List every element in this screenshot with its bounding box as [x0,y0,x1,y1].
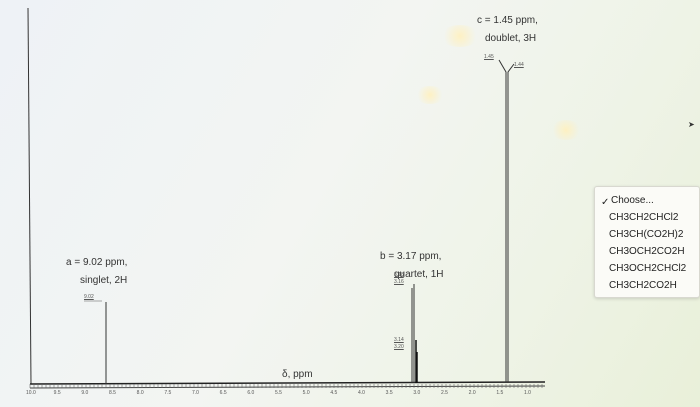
dropdown-option[interactable]: CH3OCH2CO2H [609,246,685,257]
x-axis-tick-label: 4.0 [358,390,365,396]
x-axis-tick-label: 2.0 [468,390,476,396]
x-axis-minor-ticks [29,384,543,388]
x-axis-tick-label: 6.5 [219,390,227,396]
x-axis-tick-label: 1.5 [496,390,504,396]
dropdown-option[interactable]: CH3CH(CO2H)2 [609,229,684,240]
x-axis-tick-label: 6.0 [247,390,255,396]
peak-a-value-label: 9.02 [84,294,94,300]
y-axis-line [27,7,32,385]
x-axis-tick-label: 1.0 [524,390,531,396]
answer-dropdown-menu[interactable]: ✓ Choose... CH3CH2CHCl2 CH3CH(CO2H)2 CH3… [594,186,700,298]
glare-spot [550,120,582,140]
peak-a-annotation: a = 9.02 ppm, singlet, 2H [66,254,127,290]
peak-c-value-label: 1.45 [484,54,494,60]
x-axis-label: δ, ppm [282,369,313,380]
peak-c-value-label: 1.44 [514,62,524,68]
x-axis-tick-label: 9.0 [81,390,89,396]
glare-spot [440,25,480,47]
x-axis-tick-label: 4.5 [330,390,338,396]
x-axis-tick-label: 7.5 [164,390,172,396]
x-axis-line [29,385,546,389]
x-axis-tick-label: 10.0 [26,390,36,396]
peak-c-multiplicity: doublet, 3H [485,33,537,44]
peak-c-annotation: c = 1.45 ppm, doublet, 3H [477,12,538,48]
peak-c-line [507,63,515,382]
x-axis-tick-label: 9.5 [53,390,61,396]
peak-c-shift: c = 1.45 ppm, [477,15,538,26]
peak-b-value-label: 3.16 [394,279,404,285]
x-axis-tick-label: 5.5 [275,390,282,396]
peak-a-shift: a = 9.02 ppm, [66,257,128,268]
dropdown-option-choose[interactable]: Choose... [611,195,654,206]
dropdown-option[interactable]: CH3CH2CHCl2 [609,212,679,223]
peak-b-annotation: b = 3.17 ppm, quartet, 1H [380,248,443,284]
baseline [29,381,546,385]
peak-b-value-label: 3.14 [394,337,404,343]
glare-spot [415,86,445,104]
peak-b-shift: b = 3.17 ppm, [380,251,442,262]
mouse-cursor-icon: ➤ [688,120,695,129]
checkmark-icon: ✓ [601,197,610,208]
x-axis-tick-label: 3.0 [413,390,421,396]
x-axis-tick-label: 3.5 [385,390,393,396]
x-axis-tick-label: 7.0 [192,390,199,396]
peak-a-multiplicity: singlet, 2H [80,275,128,286]
peak-b-value-label: 3.20 [394,344,404,350]
dropdown-option[interactable]: CH3CH2CO2H [609,280,677,291]
x-axis-tick-label: 8.5 [109,390,116,396]
peak-b-multiplicity: quartet, 1H [394,269,444,280]
dropdown-option[interactable]: CH3OCH2CHCl2 [609,263,687,274]
peak-b-value-label: 3.18 [394,272,404,278]
x-axis-tick-label: 2.5 [441,390,448,396]
x-axis-tick-label: 5.0 [302,390,310,396]
x-axis-tick-label: 8.0 [136,390,144,396]
peak-c-line [498,59,507,382]
